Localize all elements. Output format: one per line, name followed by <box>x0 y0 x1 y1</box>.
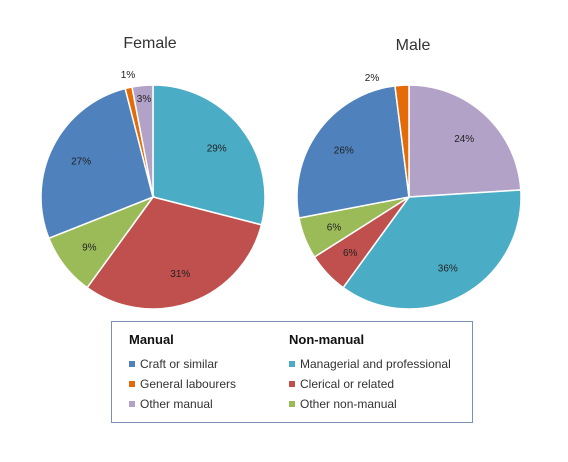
legend-label: Clerical or related <box>300 377 395 391</box>
legend-label: Other non-manual <box>300 397 397 411</box>
legend-item: Craft or similar <box>129 354 236 374</box>
legend-item: Other non-manual <box>289 394 451 414</box>
legend-label: Craft or similar <box>140 357 219 371</box>
legend-label: General labourers <box>140 377 237 391</box>
pie-title: Female <box>123 35 176 52</box>
pie-slice <box>131 84 154 198</box>
legend: Manual Craft or similar General labourer… <box>111 321 473 423</box>
slice-label: 3% <box>137 94 152 105</box>
slice-label: 6% <box>327 223 342 234</box>
legend-item: Other manual <box>129 394 236 414</box>
slice-label: 6% <box>343 248 358 259</box>
pie-slice <box>342 189 522 310</box>
legend-group-non-manual: Non-manual Managerial and professional C… <box>289 332 451 414</box>
slice-label: 9% <box>82 242 97 253</box>
legend-group-manual: Manual Craft or similar General labourer… <box>129 332 236 414</box>
legend-item: General labourers <box>129 374 236 394</box>
legend-heading: Manual <box>129 332 174 347</box>
legend-heading: Non-manual <box>289 332 365 347</box>
legend-label: Managerial and professional <box>300 357 451 371</box>
pie-slice <box>40 87 154 240</box>
legend-item: Clerical or related <box>289 374 451 394</box>
pie-slice <box>86 196 263 310</box>
slice-label: 1% <box>121 70 136 81</box>
legend-item: Managerial and professional <box>289 354 451 374</box>
legend-swatch <box>289 401 295 407</box>
slice-label: 24% <box>454 134 474 145</box>
slice-label: 31% <box>170 269 190 280</box>
pie-slice <box>296 85 410 219</box>
slice-label: 36% <box>438 264 458 275</box>
pie-slice <box>152 84 266 226</box>
slice-label: 29% <box>207 144 227 155</box>
legend-label: Other manual <box>140 397 213 411</box>
legend-swatch <box>129 401 135 407</box>
legend-swatch <box>129 361 135 367</box>
pie-male: Male 24% 36% 6% 6% 26% 2% <box>296 37 522 310</box>
slice-label: 26% <box>334 146 354 157</box>
slice-label: 2% <box>365 73 380 84</box>
legend-swatch <box>289 381 295 387</box>
pie-title: Male <box>396 37 431 54</box>
pie-female: Female 29% 31% 9% 27% 1% 3% <box>40 35 266 310</box>
legend-swatch <box>289 361 295 367</box>
legend-swatch <box>129 381 135 387</box>
pie-slice <box>408 84 522 198</box>
slice-label: 27% <box>71 156 91 167</box>
pie-slice <box>394 84 410 198</box>
